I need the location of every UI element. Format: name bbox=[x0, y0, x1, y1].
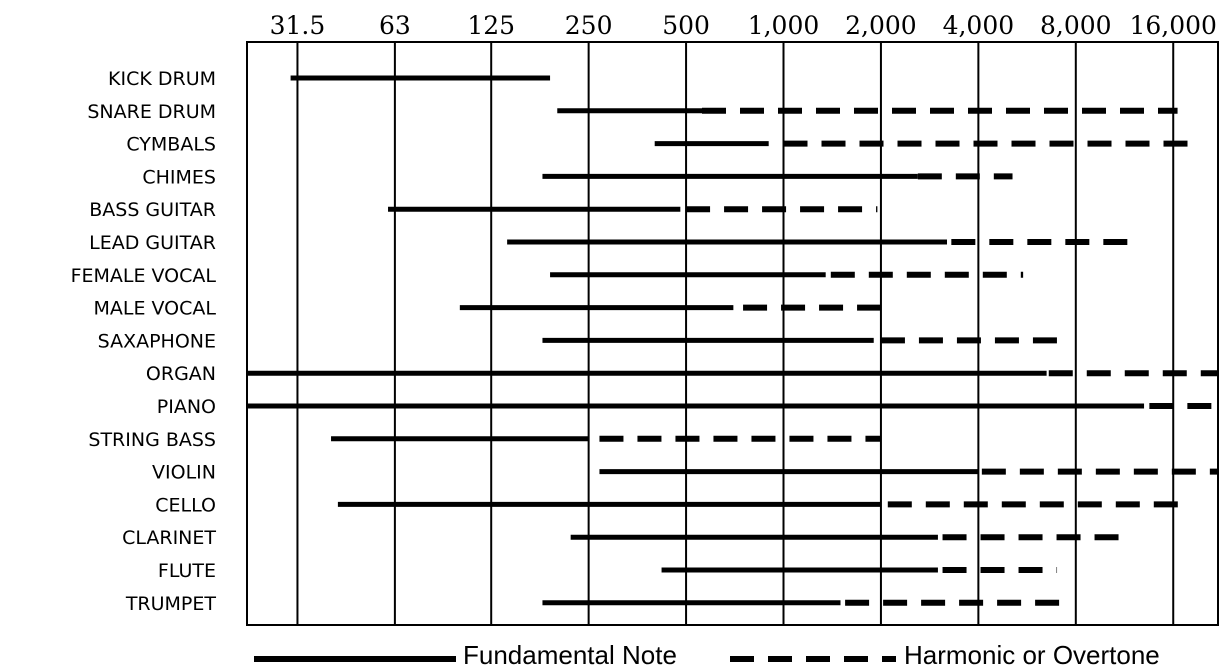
instrument-label-cymbals: CYMBALS bbox=[126, 134, 216, 156]
x-tick-label-16-000: 16,000 bbox=[1129, 11, 1216, 40]
x-tick-label-500: 500 bbox=[662, 11, 710, 40]
instrument-label-violin: VIOLIN bbox=[152, 462, 216, 484]
instrument-label-kick-drum: KICK DRUM bbox=[108, 68, 216, 90]
x-tick-label-4-000: 4,000 bbox=[943, 11, 1015, 40]
instrument-label-trumpet: TRUMPET bbox=[125, 593, 217, 615]
instrument-label-clarinet: CLARINET bbox=[122, 527, 216, 549]
range-bars bbox=[247, 75, 1218, 606]
x-tick-label-31-5: 31.5 bbox=[270, 11, 326, 40]
legend-fundamental-label: Fundamental Note bbox=[463, 640, 677, 666]
x-tick-label-63: 63 bbox=[379, 11, 411, 40]
instrument-label-snare-drum: SNARE DRUM bbox=[87, 101, 216, 123]
x-axis-tick-labels: 31.5 63 125 250 500 1,000 2,000 4,000 8,000 16,00… bbox=[270, 11, 1217, 40]
x-tick-label-1-000: 1,000 bbox=[748, 11, 820, 40]
x-tick-label-250: 250 bbox=[565, 11, 613, 40]
x-tick-label-8-000: 8,000 bbox=[1040, 11, 1112, 40]
instrument-labels: KICK DRUM SNARE DRUM CYMBALS CHIMES BASS GUI… bbox=[71, 68, 217, 615]
instrument-label-bass-guitar: BASS GUITAR bbox=[89, 199, 216, 221]
instrument-label-cello: CELLO bbox=[155, 494, 216, 516]
x-tick-label-2-000: 2,000 bbox=[845, 11, 917, 40]
legend-harmonic-label: Harmonic or Overtone bbox=[904, 640, 1160, 666]
vertical-gridlines bbox=[296, 42, 1175, 625]
instrument-label-chimes: CHIMES bbox=[142, 166, 216, 188]
instrument-label-saxaphone: SAXAPHONE bbox=[98, 330, 216, 352]
instrument-label-organ: ORGAN bbox=[146, 363, 216, 385]
plot-border bbox=[246, 41, 1219, 626]
instrument-label-string-bass: STRING BASS bbox=[88, 429, 216, 451]
instrument-label-piano: PIANO bbox=[157, 396, 216, 418]
instrument-label-flute: FLUTE bbox=[158, 560, 216, 582]
x-tick-label-125: 125 bbox=[467, 11, 515, 40]
instrument-label-female-vocal: FEMALE VOCAL bbox=[71, 265, 217, 287]
legend: Fundamental Note Harmonic or Overtone bbox=[254, 640, 1160, 666]
instrument-label-lead-guitar: LEAD GUITAR bbox=[89, 232, 216, 254]
instrument-label-male-vocal: MALE VOCAL bbox=[94, 298, 217, 320]
